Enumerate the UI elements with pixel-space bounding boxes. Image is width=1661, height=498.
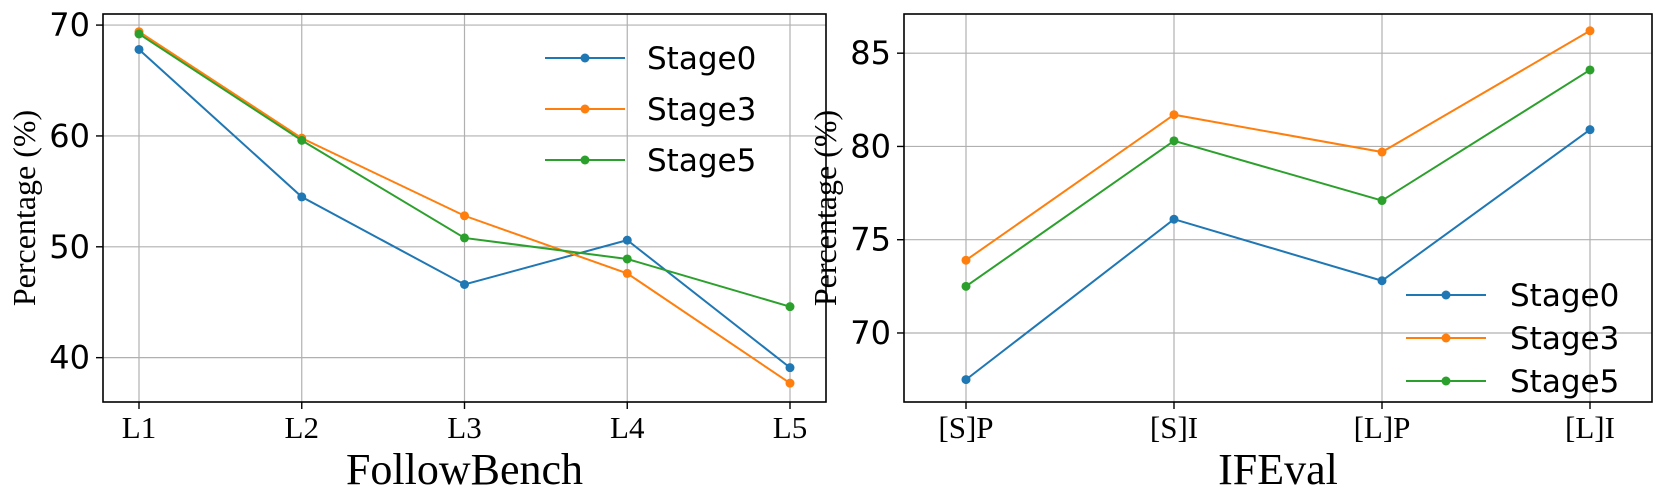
series-line	[965, 29, 1591, 262]
x-tick-label: [L]I	[1565, 410, 1615, 445]
data-point	[1585, 125, 1595, 135]
data-point	[1585, 65, 1595, 75]
y-tick-label: 60	[49, 117, 90, 155]
series-line	[965, 128, 1591, 381]
legend-marker	[580, 104, 590, 114]
legend-label: Stage5	[647, 143, 756, 179]
series-stage3	[961, 26, 1595, 265]
x-tick-label: L4	[610, 410, 645, 445]
data-point	[1169, 136, 1179, 146]
legend-label: Stage0	[1510, 278, 1619, 314]
data-point	[297, 135, 307, 145]
y-tick-label: 75	[850, 221, 891, 259]
series-stage0	[961, 125, 1595, 385]
x-axis-title: IFEval	[1218, 445, 1338, 494]
data-point	[785, 363, 795, 373]
x-axis-title: FollowBench	[346, 445, 583, 494]
x-tick-label: L1	[122, 410, 156, 445]
data-point	[622, 268, 632, 278]
legend-label: Stage0	[647, 41, 756, 77]
legend-marker	[580, 53, 590, 63]
x-tick-label: L3	[447, 410, 481, 445]
y-tick-label: 40	[49, 339, 90, 377]
data-point	[460, 233, 469, 243]
data-point	[961, 281, 971, 291]
data-point	[785, 302, 795, 312]
x-tick-label: [S]I	[1150, 410, 1198, 445]
x-tick-label: L2	[285, 410, 319, 445]
data-point	[1377, 276, 1387, 286]
legend: Stage0 Stage3 Stage5	[1406, 278, 1619, 400]
legend-label: Stage3	[1510, 321, 1619, 357]
series-line	[965, 69, 1591, 288]
data-point	[134, 29, 144, 39]
chart-panel-2: 70 75 80 85 [S]P [S]I [L]P [L]I IFEval Percentage…	[807, 13, 1653, 494]
data-point	[961, 255, 971, 265]
legend-marker	[1441, 290, 1451, 300]
data-point	[622, 235, 632, 245]
data-point	[622, 254, 632, 264]
series-stage0	[134, 44, 795, 373]
legend-marker	[1441, 376, 1451, 386]
legend-label: Stage3	[647, 92, 756, 128]
data-point	[1585, 26, 1595, 36]
data-point	[1169, 214, 1179, 224]
y-axis-title: Percentage (%)	[6, 110, 42, 306]
x-tick-label: [S]P	[938, 410, 993, 445]
y-tick-label: 85	[850, 34, 891, 72]
legend-marker	[580, 155, 590, 165]
series-stage5	[961, 65, 1595, 291]
y-tick-label: 70	[850, 314, 891, 352]
legend-label: Stage5	[1510, 364, 1619, 400]
y-tick-label: 50	[49, 228, 90, 266]
data-point	[785, 378, 795, 388]
data-point	[134, 44, 144, 54]
y-axis-title: Percentage (%)	[807, 110, 843, 306]
data-point	[460, 211, 469, 221]
y-tick-label: 80	[850, 127, 891, 165]
plot-frame	[903, 13, 1653, 403]
series-stage5	[134, 29, 795, 312]
legend-marker	[1441, 333, 1451, 343]
y-tick-label: 70	[49, 6, 90, 44]
legend: Stage0 Stage3 Stage5	[545, 41, 756, 179]
x-tick-label: [L]P	[1354, 410, 1411, 445]
x-tick-label: L5	[773, 410, 807, 445]
chart-panel-1: 40 50 60 70 L1 L2 L3 L4 L5 FollowBench Percentage …	[6, 6, 827, 494]
data-point	[1377, 147, 1387, 157]
data-point	[1377, 196, 1387, 206]
data-point	[961, 375, 971, 385]
data-point	[1169, 110, 1179, 120]
data-point	[460, 279, 469, 289]
data-point	[297, 192, 307, 202]
